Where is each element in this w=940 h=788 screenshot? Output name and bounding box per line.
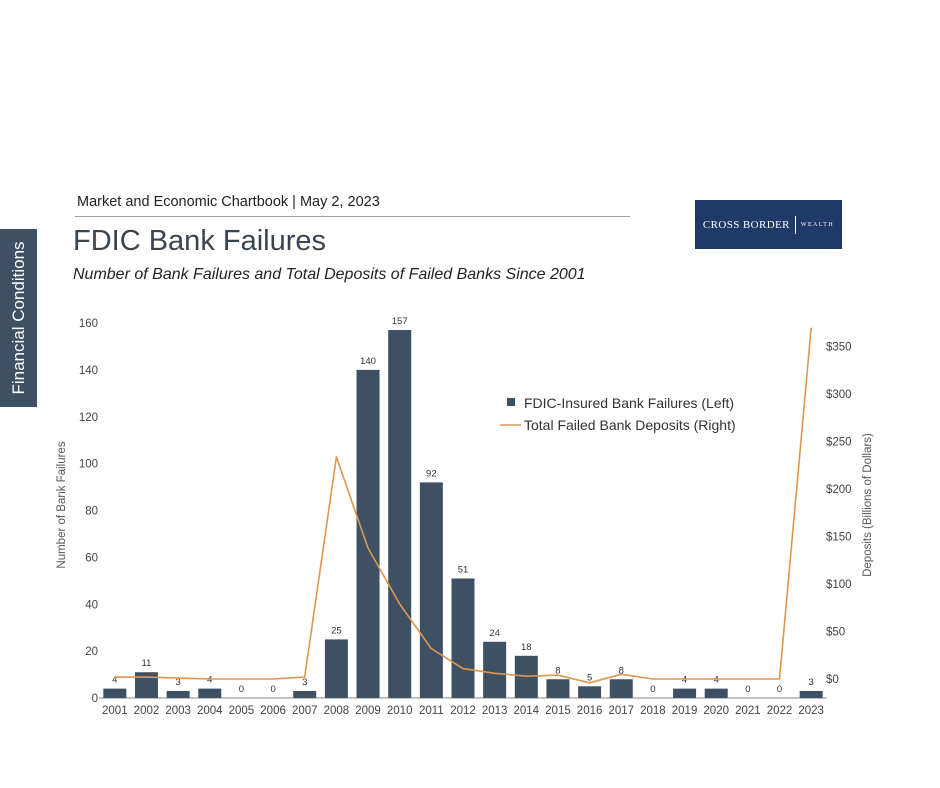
y-tick-label: 80 [85,506,98,518]
bar [166,690,190,698]
bar-data-label: 3 [175,677,180,688]
y2-tick-label: $350 [826,342,852,354]
x-tick-label: 2012 [450,705,476,717]
x-tick-label: 2008 [324,705,350,717]
bar-data-label: 0 [650,684,655,695]
x-tick-label: 2011 [419,705,444,717]
x-tick-label: 2016 [577,705,603,717]
x-tick-label: 2002 [134,705,160,717]
x-tick-label: 2007 [292,705,318,717]
y2-tick-label: $50 [826,627,845,639]
x-tick-label: 2003 [165,705,191,717]
bar [483,641,507,698]
brand-logo: CROSS BORDER WEALTH [695,200,842,249]
y2-tick-label: $100 [826,579,852,591]
bar-data-label: 5 [587,672,592,683]
y2-axis-title: Deposits (Billions of Dollars) [862,433,874,577]
bar-data-label: 18 [521,642,532,653]
logo-main-text: CROSS BORDER [702,218,790,231]
section-side-tab: Financial Conditions [0,229,37,407]
bar [609,679,633,698]
x-tick-label: 2001 [102,705,128,717]
bar-data-label: 140 [360,356,376,367]
x-tick-label: 2005 [229,705,255,717]
bar-data-label: 157 [392,316,408,327]
bar [324,639,348,698]
bar [388,330,412,698]
x-tick-label: 2006 [260,705,286,717]
bar [578,686,602,698]
x-tick-label: 2013 [482,705,508,717]
y2-tick-label: $0 [826,674,839,686]
bar [451,578,475,698]
bar-data-label: 3 [302,677,307,688]
bar [799,690,823,698]
y-tick-label: 120 [79,412,98,424]
bar-data-label: 4 [714,675,719,686]
y2-tick-label: $300 [826,389,852,401]
bar [419,482,443,698]
chart-title: FDIC Bank Failures [73,225,327,257]
x-tick-label: 2019 [672,705,698,717]
y-tick-label: 20 [85,646,98,658]
bar-data-label: 4 [207,675,212,686]
deposits-line [114,327,812,684]
bar-data-label: 0 [777,684,782,695]
bar-data-label: 3 [809,677,814,688]
bar-data-label: 51 [458,564,469,575]
x-tick-label: 2020 [703,705,729,717]
bar [293,690,317,698]
x-tick-label: 2009 [355,705,381,717]
bar-data-label: 24 [489,628,500,639]
x-tick-label: 2021 [735,705,761,717]
bar-data-label: 0 [270,684,275,695]
legend-line-label: Total Failed Bank Deposits (Right) [524,417,736,433]
y-tick-label: 100 [79,459,98,471]
bar-data-label: 4 [112,675,117,686]
bar [356,369,380,698]
x-tick-label: 2010 [387,705,413,717]
bar-data-label: 11 [142,658,152,669]
bar [704,688,728,698]
bar-data-label: 8 [619,665,624,676]
y-tick-label: 0 [92,693,98,705]
x-tick-label: 2004 [197,705,223,717]
bar [673,688,697,698]
bar-data-label: 0 [239,684,244,695]
x-tick-label: 2017 [608,705,634,717]
logo-sub-text: WEALTH [800,221,835,228]
x-tick-label: 2023 [798,705,824,717]
y-tick-label: 160 [79,318,98,330]
y2-tick-label: $150 [826,532,852,544]
bar-data-label: 92 [426,468,437,479]
y-axis-title: Number of Bank Failures [56,441,68,568]
x-tick-label: 2014 [514,705,540,717]
legend-bar-label: FDIC-Insured Bank Failures (Left) [524,395,734,411]
y2-tick-label: $200 [826,484,852,496]
x-tick-label: 2018 [640,705,666,717]
bar-data-label: 25 [331,625,342,636]
y-tick-label: 140 [79,365,98,377]
chart-subtitle: Number of Bank Failures and Total Deposi… [73,266,586,283]
bar [134,672,158,698]
bar-data-label: 8 [555,665,560,676]
bar-data-label: 0 [745,684,750,695]
y2-tick-label: $250 [826,437,852,449]
bar [198,688,222,698]
logo-separator [794,215,796,234]
y-tick-label: 60 [85,552,98,564]
header-divider [75,216,630,217]
chartbook-source-line: Market and Economic Chartbook | May 2, 2… [77,194,380,210]
bar-data-label: 4 [682,675,687,686]
bar [103,688,127,698]
x-tick-label: 2015 [545,705,571,717]
bar [546,679,570,698]
y-tick-label: 40 [85,599,98,611]
x-tick-label: 2022 [767,705,793,717]
legend-bar-swatch [507,398,515,406]
